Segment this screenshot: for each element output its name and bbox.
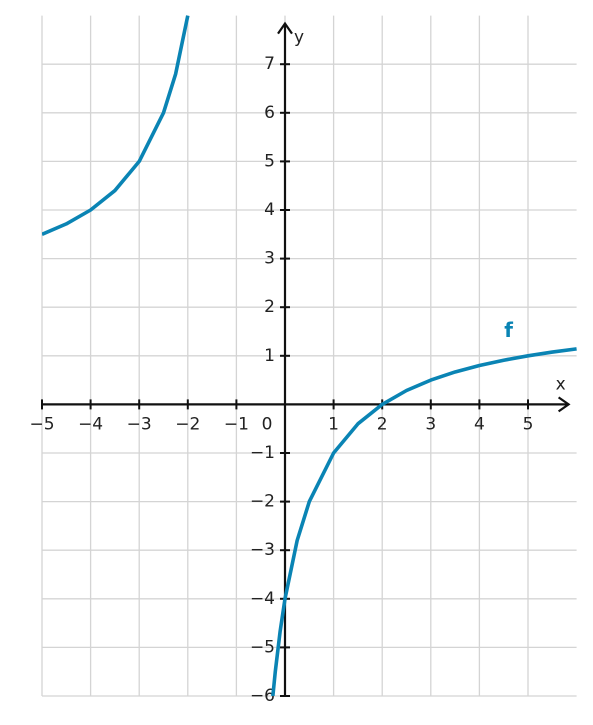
y-tick-label: 2 bbox=[264, 297, 275, 317]
curve-label: f bbox=[504, 318, 513, 342]
x-tick-label: 4 bbox=[474, 414, 485, 434]
x-tick-label: 3 bbox=[425, 414, 436, 434]
y-tick-label: 6 bbox=[264, 103, 275, 123]
function-curve bbox=[42, 15, 577, 696]
y-tick-label: −1 bbox=[250, 443, 275, 463]
y-tick-label: 3 bbox=[264, 249, 275, 269]
x-tick-label: 5 bbox=[523, 414, 534, 434]
y-tick-label: 1 bbox=[264, 346, 275, 366]
y-tick-label: 5 bbox=[264, 151, 275, 171]
x-tick-label: 1 bbox=[328, 414, 339, 434]
x-tick-label: 2 bbox=[377, 414, 388, 434]
y-tick-label: −6 bbox=[250, 686, 275, 706]
x-tick-label: −5 bbox=[29, 414, 54, 434]
y-tick-label: −3 bbox=[250, 540, 275, 560]
y-tick-label: 4 bbox=[264, 200, 275, 220]
x-tick-label: −2 bbox=[175, 414, 200, 434]
y-tick-label: −5 bbox=[250, 637, 275, 657]
x-tick-label: −3 bbox=[127, 414, 152, 434]
x-axis-label: x bbox=[556, 374, 566, 394]
x-axis-arrow bbox=[557, 396, 571, 413]
y-axis-label: y bbox=[294, 28, 304, 48]
x-tick-label: −4 bbox=[78, 414, 103, 434]
y-axis-arrow bbox=[277, 21, 293, 35]
y-tick-label: −4 bbox=[250, 589, 275, 609]
x-tick-label: 0 bbox=[262, 414, 273, 434]
x-tick-label: −1 bbox=[224, 414, 249, 434]
y-tick-label: −2 bbox=[250, 492, 275, 512]
y-tick-label: 7 bbox=[264, 54, 275, 74]
